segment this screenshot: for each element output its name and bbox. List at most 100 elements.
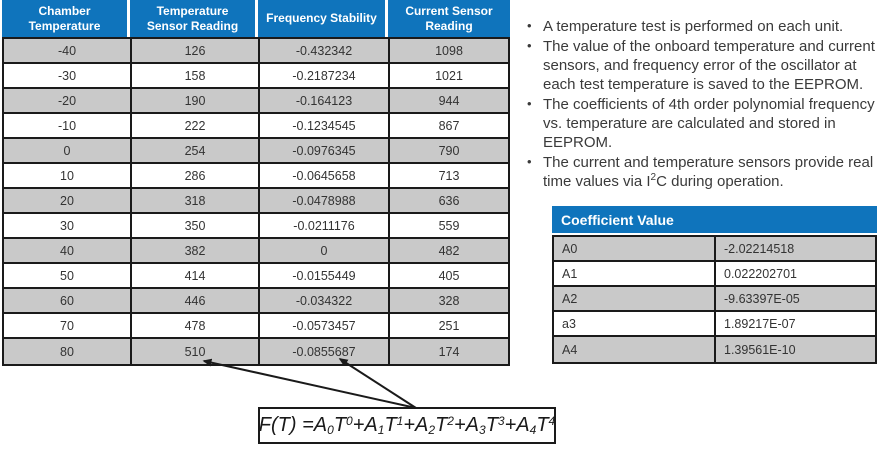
formula-token: T [333, 414, 347, 436]
table-cell: 1098 [435, 43, 463, 58]
table-row: 0 254 -0.0976345 790 [4, 139, 508, 164]
table-cell: 10 [4, 164, 132, 187]
table-cell: 222 [132, 114, 260, 137]
table-row: -40 126 -0.432342 1098 [4, 39, 508, 64]
formula-token: + [403, 414, 416, 436]
column-header: Temperature Sensor Reading [130, 0, 258, 37]
table-cell: 636 [438, 193, 460, 208]
table-cell: 559 [438, 218, 460, 233]
calibration-table-header-row: Chamber Temperature Temperature Sensor Re… [2, 0, 510, 37]
table-cell: -0.2187234 [260, 64, 390, 87]
table-cell: 40 [4, 239, 132, 262]
table-cell: -0.0155449 [260, 264, 390, 287]
table-cell: 446 [132, 289, 260, 312]
table-cell: -0.0976345 [260, 139, 390, 162]
coefficient-value: 1.89217E-07 [724, 316, 796, 331]
coefficient-table-header: Coefficient Value [552, 206, 877, 233]
table-cell: 0 [260, 239, 390, 262]
table-cell: 80 [4, 339, 132, 364]
table-cell: 251 [438, 318, 460, 333]
table-row: 60 446 -0.034322 328 [4, 289, 508, 314]
formula-token: A [465, 414, 479, 436]
formula-token: T [536, 414, 549, 436]
polynomial-formula: F(T) = A 0 T 0 + A 1 T 1 + A 2 T 2 + A 3 T 3 + A 4 T 4 [258, 407, 556, 444]
table-row: 70 478 -0.0573457 251 [4, 314, 508, 339]
table-cell: 20 [4, 189, 132, 212]
formula-token: F(T) = [258, 414, 314, 436]
table-cell: 254 [132, 139, 260, 162]
coefficient-name: A0 [554, 237, 716, 260]
coefficient-name: a3 [554, 312, 716, 335]
column-header: Current Sensor Reading [405, 3, 493, 33]
bullet-icon: • [527, 18, 532, 33]
formula-token: A [516, 414, 530, 436]
table-cell: 944 [438, 93, 460, 108]
table-cell: -0.432342 [260, 39, 390, 62]
note-item: • The coefficients of 4th order polynomia… [527, 95, 879, 152]
formula-token: A [313, 414, 328, 436]
table-cell: -0.1234545 [260, 114, 390, 137]
table-cell: 478 [132, 314, 260, 337]
table-cell: 790 [438, 143, 460, 158]
table-cell: 286 [132, 164, 260, 187]
table-cell: 50 [4, 264, 132, 287]
table-row: -30 158 -0.2187234 1021 [4, 64, 508, 89]
coefficient-row: A0 -2.02214518 [554, 237, 875, 262]
table-cell: 350 [132, 214, 260, 237]
table-cell: 382 [132, 239, 260, 262]
table-cell: 30 [4, 214, 132, 237]
coefficient-value: 0.022202701 [724, 266, 797, 281]
table-cell: -40 [4, 39, 132, 62]
table-cell: -0.164123 [260, 89, 390, 112]
coefficient-row: a3 1.89217E-07 [554, 312, 875, 337]
table-row: 10 286 -0.0645658 713 [4, 164, 508, 189]
table-cell: -0.0573457 [260, 314, 390, 337]
coefficient-row: A4 1.39561E-10 [554, 337, 875, 362]
formula-token: A [364, 414, 378, 436]
formula-token: T [435, 414, 448, 436]
table-row: -10 222 -0.1234545 867 [4, 114, 508, 139]
note-text: The value of the onboard temperature and… [543, 38, 875, 94]
table-cell: 867 [438, 118, 460, 133]
coefficient-value: 1.39561E-10 [724, 342, 796, 357]
table-row: 20 318 -0.0478988 636 [4, 189, 508, 214]
table-row: 30 350 -0.0211176 559 [4, 214, 508, 239]
table-cell: -10 [4, 114, 132, 137]
note-item: • A temperature test is performed on each… [527, 17, 879, 36]
table-cell: -0.0478988 [260, 189, 390, 212]
formula-token: T [485, 414, 498, 436]
table-cell: 126 [132, 39, 260, 62]
table-cell: -20 [4, 89, 132, 112]
table-row: 50 414 -0.0155449 405 [4, 264, 508, 289]
note-text: A temperature test is performed on each … [543, 18, 844, 35]
table-row: 40 382 0 482 [4, 239, 508, 264]
table-cell: 405 [438, 268, 460, 283]
coefficient-name: A2 [554, 287, 716, 310]
table-cell: 1021 [435, 68, 463, 83]
formula-token: + [504, 414, 517, 436]
note-item: • The current and temperature sensors pro… [527, 153, 879, 191]
table-cell: -0.0211176 [260, 214, 390, 237]
table-cell: 318 [132, 189, 260, 212]
note-text: The current and temperature sensors prov… [543, 154, 874, 191]
coefficient-table-body: A0 -2.02214518 A1 0.022202701 A2 -9.63397E-05… [552, 235, 877, 364]
note-text: The coefficients of 4th order polynomial… [543, 96, 875, 152]
formula-token: + [352, 414, 365, 436]
table-cell: 158 [132, 64, 260, 87]
coefficient-name: A4 [554, 337, 716, 362]
table-cell: -0.034322 [260, 289, 390, 312]
table-cell: 328 [438, 293, 460, 308]
coefficient-table: Coefficient Value A0 -2.02214518 A1 0.02220… [552, 206, 877, 364]
table-cell: 60 [4, 289, 132, 312]
table-cell: 482 [438, 243, 460, 258]
table-cell: -30 [4, 64, 132, 87]
table-cell: 510 [132, 339, 260, 364]
bullet-icon: • [527, 38, 532, 54]
coefficient-name: A1 [554, 262, 716, 285]
notes-list: • A temperature test is performed on each… [527, 17, 879, 192]
arrow-to-sensor-reading [202, 358, 417, 409]
table-cell: -0.0855687 [260, 339, 390, 364]
table-cell: 174 [438, 344, 460, 359]
formula-token: A [415, 414, 429, 436]
